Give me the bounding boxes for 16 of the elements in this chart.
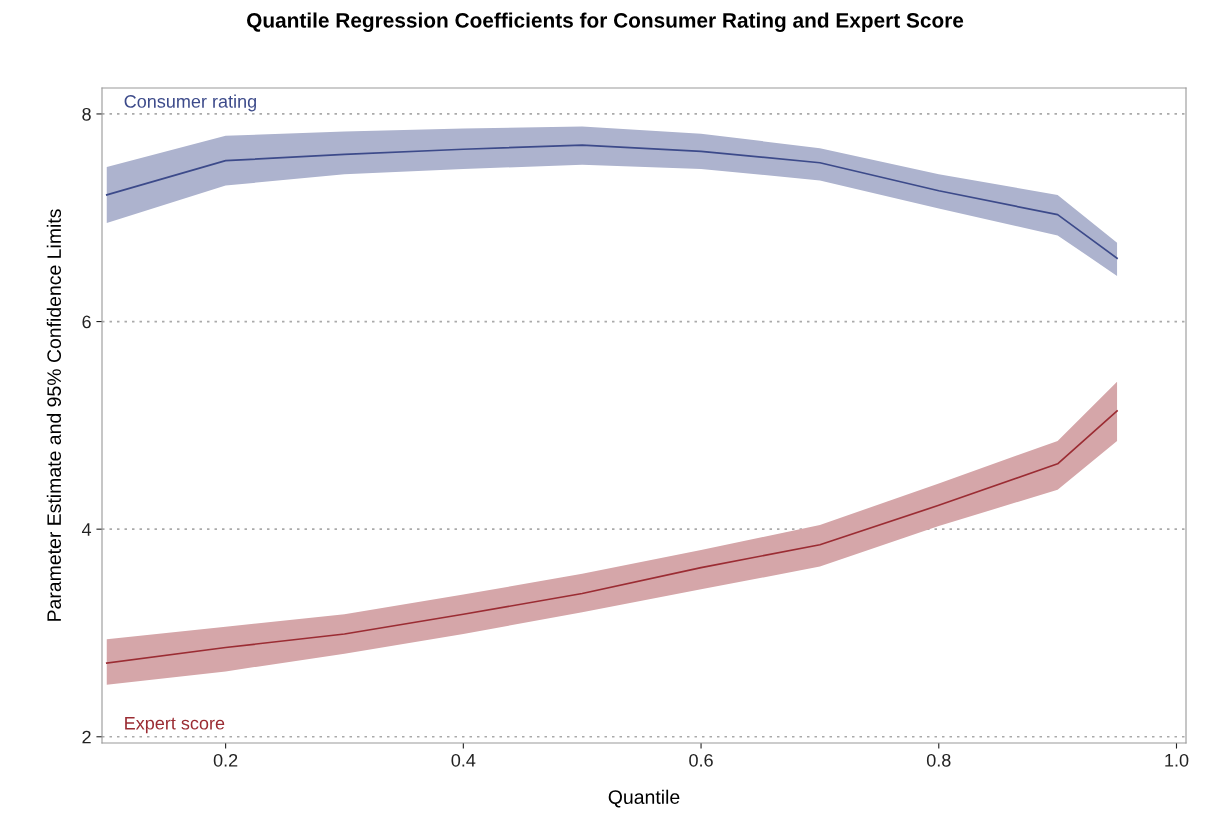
- x-tick-label: 0.4: [451, 753, 476, 767]
- y-tick-label: 4: [81, 523, 92, 536]
- x-tick-label: 0.8: [926, 753, 951, 767]
- line-series: [105, 409, 1118, 664]
- y-axis-title: Parameter Estimate and 95% Confidence Limits: [46, 209, 62, 621]
- line-series: [105, 144, 1118, 260]
- text: Expert score: [125, 717, 225, 734]
- x-axis-title: Quantile: [608, 789, 680, 808]
- chart-title: Quantile Regression Coefficients for Consumer Rating and Expert Score: [247, 12, 964, 32]
- y-tick-label: 8: [82, 107, 91, 121]
- x-tick-label: 0.2: [213, 753, 238, 767]
- x-tick-label: 0.6: [689, 753, 713, 767]
- y-tick-label: 2: [82, 730, 91, 744]
- text: Consumer rating: [124, 94, 256, 112]
- y-tick-label: 6: [82, 315, 91, 329]
- x-tick-label: 1.0: [1165, 753, 1189, 767]
